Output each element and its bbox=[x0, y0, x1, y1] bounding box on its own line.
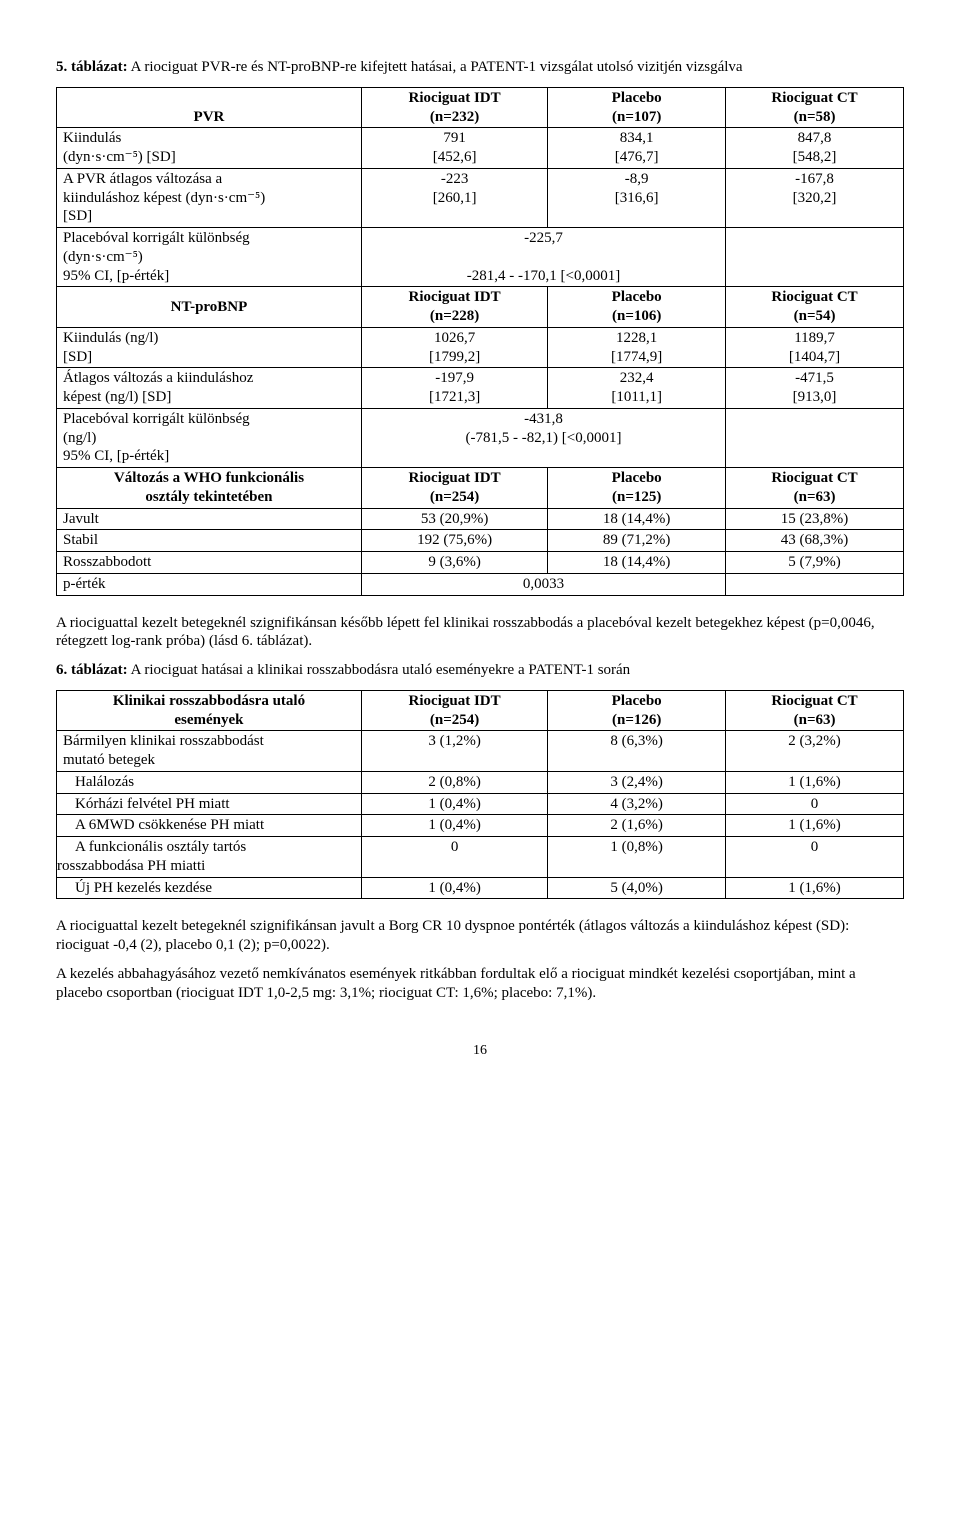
r10-blank bbox=[726, 573, 904, 595]
r5-label: Átlagos változás a kiinduláshozképest (n… bbox=[57, 368, 362, 409]
h-pvr: PVR bbox=[57, 87, 362, 128]
t6-r1-c2: 8 (6,3%) bbox=[548, 731, 726, 772]
t6-h0: Klinikai rosszabbodásra utalóesemények bbox=[57, 690, 362, 731]
r1-label: Kiindulás(dyn·s·cm⁻⁵) [SD] bbox=[57, 128, 362, 169]
h-ct: Riociguat CT(n=58) bbox=[726, 87, 904, 128]
r9-c1: 9 (3,6%) bbox=[361, 552, 547, 574]
r9-c3: 5 (7,9%) bbox=[726, 552, 904, 574]
t6-r4-c2: 2 (1,6%) bbox=[548, 815, 726, 837]
h-ntprobnp: NT-proBNP bbox=[57, 287, 362, 328]
r1-c2: 834,1[476,7] bbox=[548, 128, 726, 169]
r7-label: Javult bbox=[57, 508, 362, 530]
t6-r6-label: Új PH kezelés kezdése bbox=[57, 877, 362, 899]
t6-r3-c1: 1 (0,4%) bbox=[361, 793, 547, 815]
t6-r5-c2: 1 (0,8%) bbox=[548, 837, 726, 878]
t6-r6-c2: 5 (4,0%) bbox=[548, 877, 726, 899]
t6-r2-c2: 3 (2,4%) bbox=[548, 771, 726, 793]
r7-c3: 15 (23,8%) bbox=[726, 508, 904, 530]
t6-r5-c3: 0 bbox=[726, 837, 904, 878]
hC-ct: Riociguat CT(n=63) bbox=[726, 468, 904, 509]
t6-r4-label: A 6MWD csökkenése PH miatt bbox=[57, 815, 362, 837]
paragraph-1: A riociguattal kezelt betegeknél szignif… bbox=[56, 614, 904, 652]
t6-r2-label: Halálozás bbox=[57, 771, 362, 793]
h-idt: Riociguat IDT(n=232) bbox=[361, 87, 547, 128]
r10-label: p-érték bbox=[57, 573, 362, 595]
r3-val: -225,7 -281,4 - -170,1 [<0,0001] bbox=[361, 228, 725, 287]
r4-c1: 1026,7[1799,2] bbox=[361, 327, 547, 368]
hC-label: Változás a WHO funkcionálisosztály tekin… bbox=[57, 468, 362, 509]
r4-c3: 1189,7[1404,7] bbox=[726, 327, 904, 368]
t6-h3: Riociguat CT(n=63) bbox=[726, 690, 904, 731]
t6-r1-label: Bármilyen klinikai rosszabbodástmutató b… bbox=[57, 731, 362, 772]
t6-r6-c1: 1 (0,4%) bbox=[361, 877, 547, 899]
hB-ct: Riociguat CT(n=54) bbox=[726, 287, 904, 328]
table5: PVR Riociguat IDT(n=232) Placebo(n=107) … bbox=[56, 87, 904, 596]
r6-val: -431,8(-781,5 - -82,1) [<0,0001] bbox=[361, 408, 725, 467]
r2-c2: -8,9[316,6] bbox=[548, 168, 726, 227]
table5-caption: 5. táblázat: A riociguat PVR-re és NT-pr… bbox=[56, 58, 904, 77]
t6-r1-c3: 2 (3,2%) bbox=[726, 731, 904, 772]
r7-c2: 18 (14,4%) bbox=[548, 508, 726, 530]
t6-r1-c1: 3 (1,2%) bbox=[361, 731, 547, 772]
r6-label: Placebóval korrigált különbség(ng/l)95% … bbox=[57, 408, 362, 467]
r4-label: Kiindulás (ng/l)[SD] bbox=[57, 327, 362, 368]
t6-r2-c3: 1 (1,6%) bbox=[726, 771, 904, 793]
table6: Klinikai rosszabbodásra utalóesemények R… bbox=[56, 690, 904, 900]
r8-label: Stabil bbox=[57, 530, 362, 552]
r9-c2: 18 (14,4%) bbox=[548, 552, 726, 574]
r3-blank bbox=[726, 228, 904, 287]
r3-label: Placebóval korrigált különbség(dyn·s·cm⁻… bbox=[57, 228, 362, 287]
r1-c3: 847,8[548,2] bbox=[726, 128, 904, 169]
h-placebo: Placebo(n=107) bbox=[548, 87, 726, 128]
t6-r4-c1: 1 (0,4%) bbox=[361, 815, 547, 837]
paragraph-2: A riociguattal kezelt betegeknél szignif… bbox=[56, 917, 904, 955]
r9-label: Rosszabbodott bbox=[57, 552, 362, 574]
t6-h2: Placebo(n=126) bbox=[548, 690, 726, 731]
table6-caption: 6. táblázat: A riociguat hatásai a klini… bbox=[56, 661, 904, 680]
t6-h1: Riociguat IDT(n=254) bbox=[361, 690, 547, 731]
r2-c1: -223[260,1] bbox=[361, 168, 547, 227]
r7-c1: 53 (20,9%) bbox=[361, 508, 547, 530]
hB-idt: Riociguat IDT(n=228) bbox=[361, 287, 547, 328]
r1-c1: 791[452,6] bbox=[361, 128, 547, 169]
t6-r3-c3: 0 bbox=[726, 793, 904, 815]
t6-r2-c1: 2 (0,8%) bbox=[361, 771, 547, 793]
paragraph-3: A kezelés abbahagyásához vezető nemkíván… bbox=[56, 965, 904, 1003]
t6-r4-c3: 1 (1,6%) bbox=[726, 815, 904, 837]
hB-placebo: Placebo(n=106) bbox=[548, 287, 726, 328]
r5-c3: -471,5[913,0] bbox=[726, 368, 904, 409]
r8-c2: 89 (71,2%) bbox=[548, 530, 726, 552]
table5-caption-text: A riociguat PVR-re és NT-proBNP-re kifej… bbox=[131, 59, 743, 75]
page-number: 16 bbox=[56, 1042, 904, 1060]
r2-label: A PVR átlagos változása akiinduláshoz ké… bbox=[57, 168, 362, 227]
r5-c1: -197,9[1721,3] bbox=[361, 368, 547, 409]
r6-blank bbox=[726, 408, 904, 467]
hC-idt: Riociguat IDT(n=254) bbox=[361, 468, 547, 509]
t6-r6-c3: 1 (1,6%) bbox=[726, 877, 904, 899]
hC-placebo: Placebo(n=125) bbox=[548, 468, 726, 509]
r10-val: 0,0033 bbox=[361, 573, 725, 595]
t6-r5-label: A funkcionális osztály tartósrosszabbodá… bbox=[57, 837, 362, 878]
r2-c3: -167,8[320,2] bbox=[726, 168, 904, 227]
r8-c3: 43 (68,3%) bbox=[726, 530, 904, 552]
r4-c2: 1228,1[1774,9] bbox=[548, 327, 726, 368]
table6-caption-text: A riociguat hatásai a klinikai rosszabbo… bbox=[131, 662, 631, 678]
t6-r5-c1: 0 bbox=[361, 837, 547, 878]
t6-r3-c2: 4 (3,2%) bbox=[548, 793, 726, 815]
t6-r3-label: Kórházi felvétel PH miatt bbox=[57, 793, 362, 815]
r8-c1: 192 (75,6%) bbox=[361, 530, 547, 552]
r5-c2: 232,4[1011,1] bbox=[548, 368, 726, 409]
